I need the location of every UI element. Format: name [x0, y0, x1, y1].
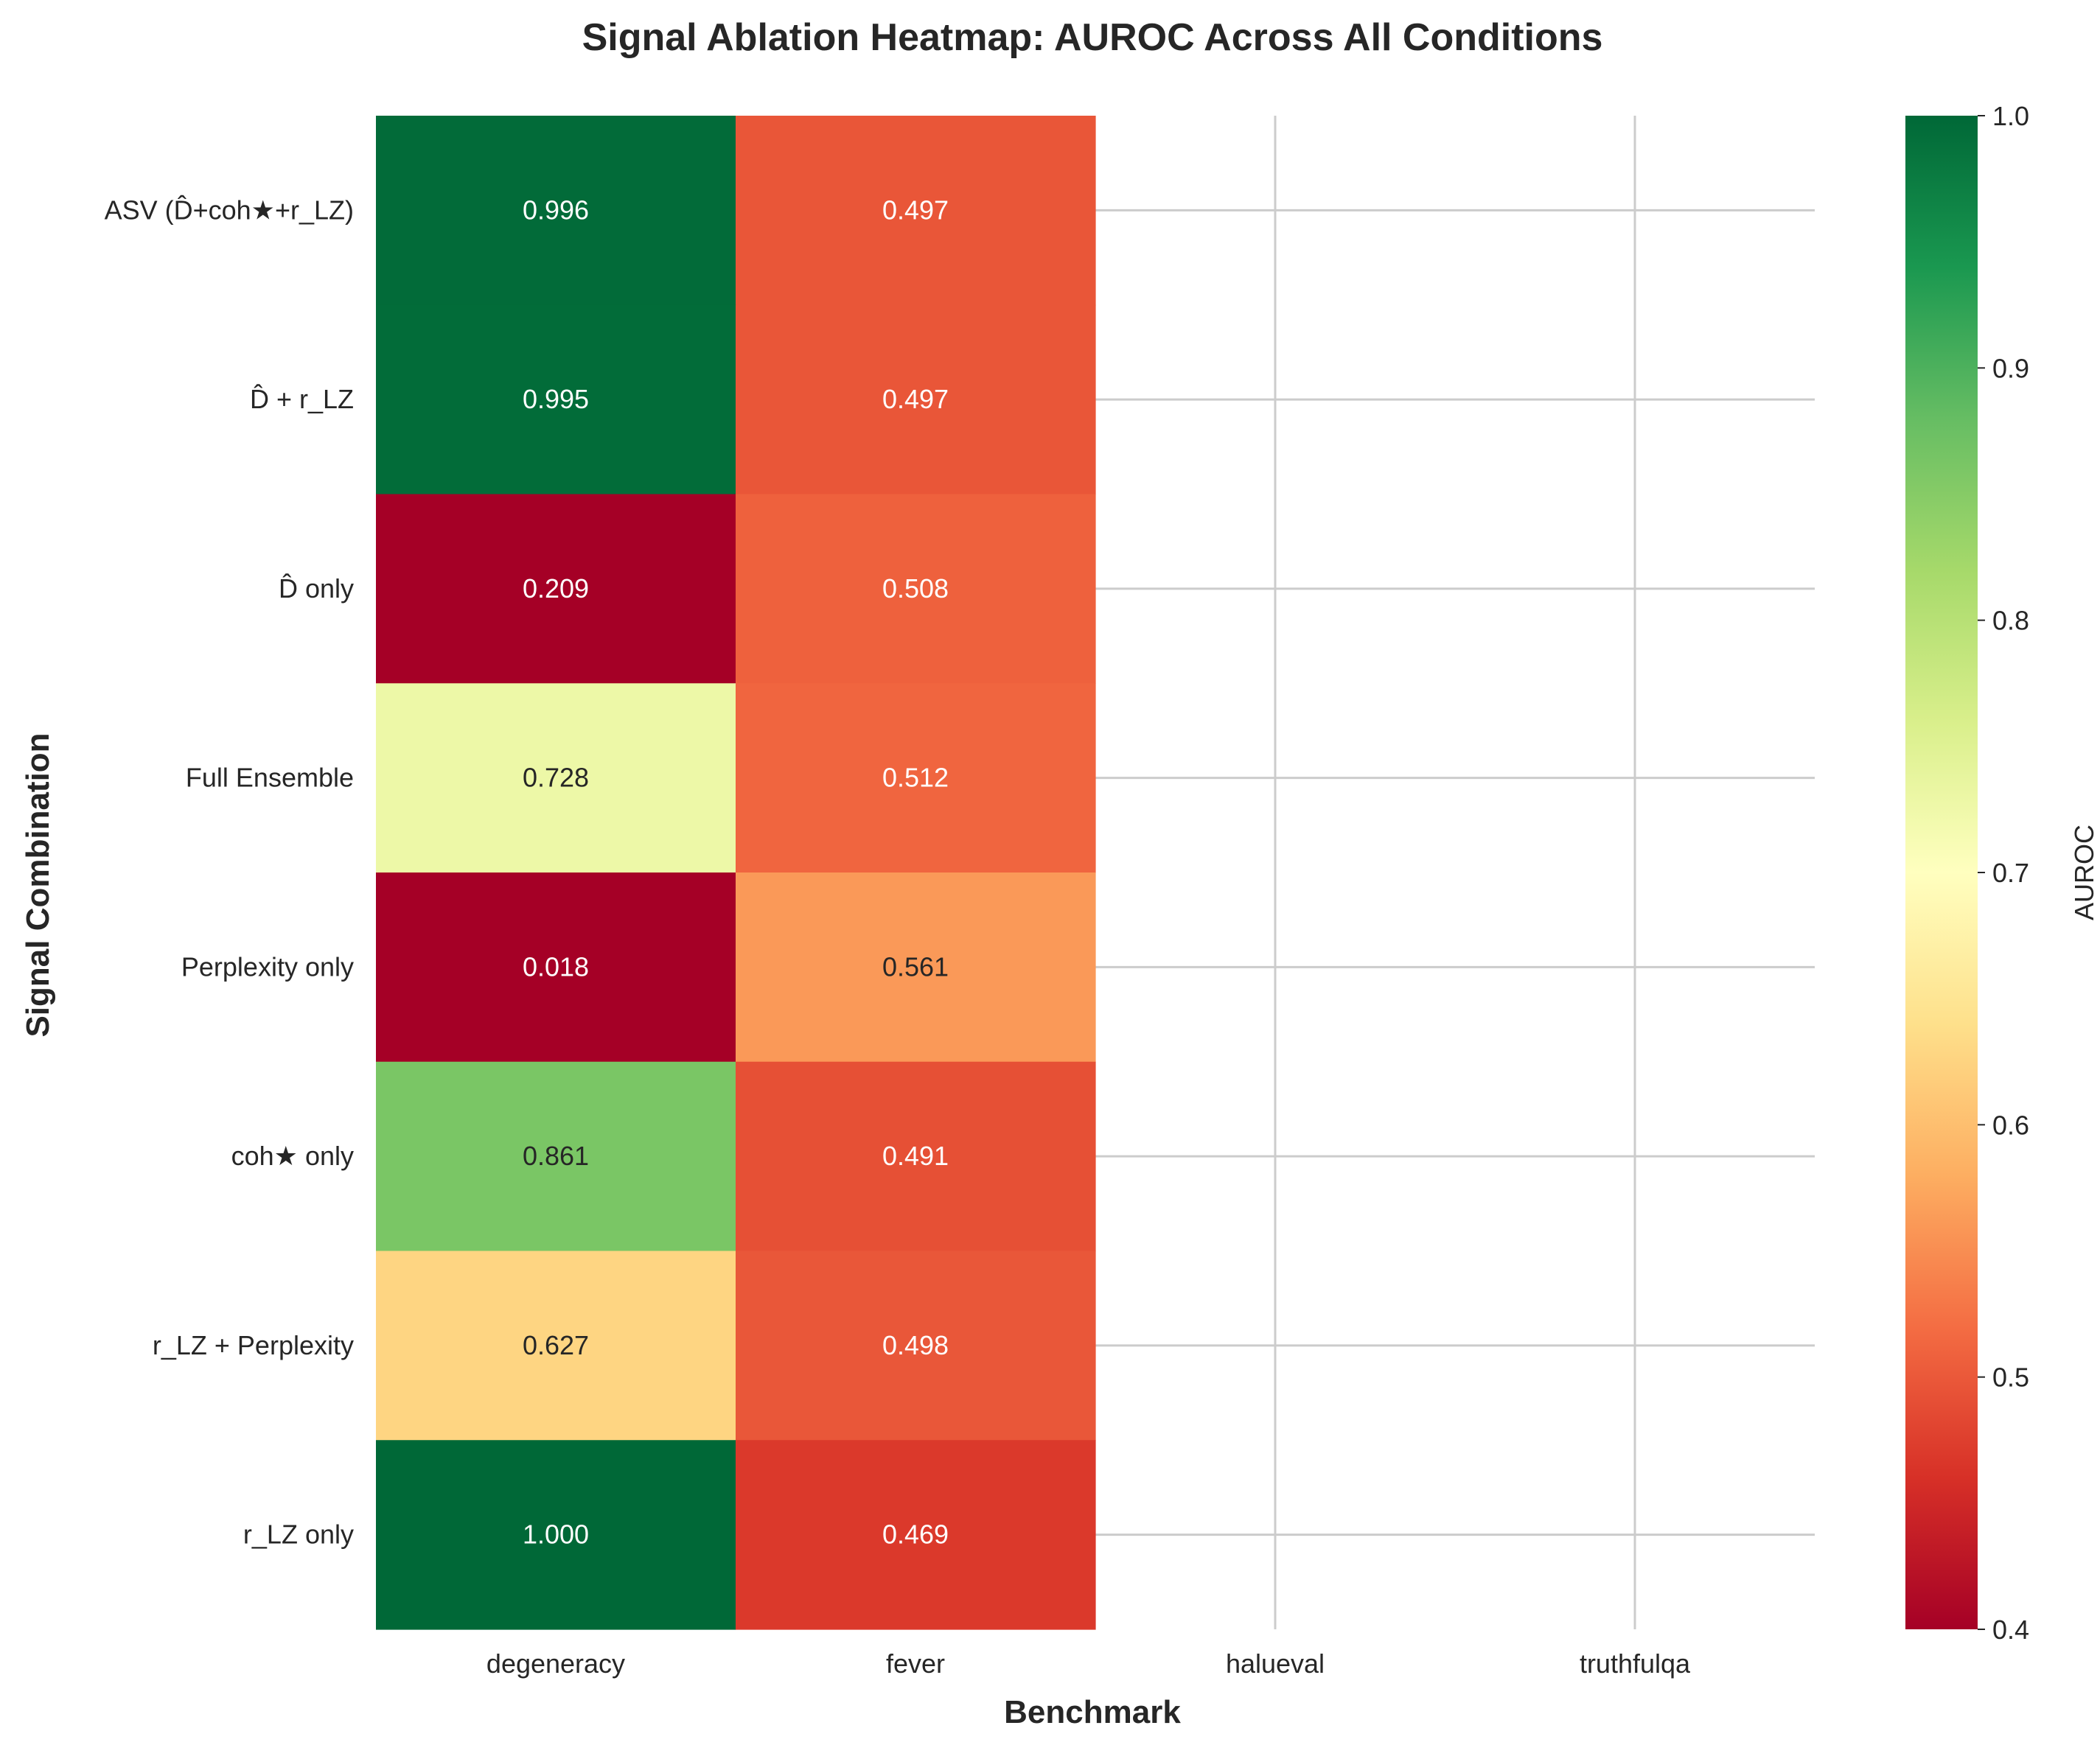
cell-value-label: 0.209	[523, 573, 589, 604]
y-tick-labels: ASV (D̂+coh★+r_LZ) D̂ + r_LZ D̂ only Full E…	[105, 194, 354, 1549]
heatmap-cell	[376, 116, 736, 306]
x-tick-label: truthfulqa	[1580, 1648, 1691, 1679]
heatmap-cell	[376, 494, 736, 684]
heatmap-cell	[376, 1440, 736, 1630]
y-axis-label: Signal Combination	[20, 732, 56, 1037]
colorbar-tick-label: 1.0	[1992, 101, 2029, 131]
cell-value-label: 0.561	[882, 951, 949, 982]
y-tick-label: D̂ only	[279, 573, 354, 604]
colorbar-tick-label: 0.6	[1992, 1110, 2029, 1140]
heatmap-cell	[736, 304, 1096, 495]
y-tick-label: coh★ only	[231, 1141, 354, 1171]
x-tick-label: degeneracy	[486, 1648, 625, 1679]
colorbar	[1905, 116, 1978, 1629]
heatmap-cell	[376, 1251, 736, 1441]
heatmap-cell	[736, 872, 1096, 1063]
cell-value-label: 0.861	[523, 1141, 589, 1171]
y-tick-label: Perplexity only	[181, 951, 354, 982]
cell-value-label: 0.018	[523, 951, 589, 982]
cell-value-label: 0.627	[523, 1330, 589, 1360]
colorbar-tick-label: 0.9	[1992, 353, 2029, 383]
colorbar-ticks: 0.4 0.5 0.6 0.7 0.8 0.9 1.0	[1978, 101, 2029, 1645]
x-tick-labels: degeneracy fever halueval truthfulqa	[486, 1648, 1691, 1679]
cell-value-label: 0.728	[523, 763, 589, 793]
colorbar-tick-label: 0.7	[1992, 858, 2029, 888]
heatmap-cell	[736, 1251, 1096, 1441]
cell-value-label: 0.491	[882, 1141, 949, 1171]
heatmap-cell-labels: 0.996 0.497 0.995 0.497 0.209 0.508 0.728 0.512…	[523, 195, 949, 1549]
cell-value-label: 0.996	[523, 195, 589, 225]
heatmap-cell	[376, 304, 736, 495]
cell-value-label: 0.497	[882, 195, 949, 225]
heatmap-cell	[376, 1061, 736, 1252]
y-tick-label: r_LZ only	[243, 1520, 354, 1550]
heatmap-cell	[736, 116, 1096, 306]
cell-value-label: 0.469	[882, 1520, 949, 1550]
heatmap-cell	[376, 872, 736, 1063]
heatmap-cell	[736, 494, 1096, 684]
colorbar-tick-label: 0.4	[1992, 1615, 2029, 1645]
heatmap-cell	[736, 683, 1096, 873]
chart-title: Signal Ablation Heatmap: AUROC Across Al…	[582, 16, 1603, 59]
y-tick-label: ASV (D̂+coh★+r_LZ)	[105, 194, 354, 225]
cell-value-label: 1.000	[523, 1520, 589, 1550]
heatmap-cells	[376, 116, 1096, 1630]
y-tick-label: r_LZ + Perplexity	[153, 1330, 354, 1360]
cell-value-label: 0.512	[882, 763, 949, 793]
heatmap-cell	[376, 683, 736, 873]
colorbar-tick-label: 0.5	[1992, 1363, 2029, 1393]
heatmap-cell	[736, 1061, 1096, 1252]
colorbar-tick-label: 0.8	[1992, 606, 2029, 636]
cell-value-label: 0.995	[523, 384, 589, 414]
cell-value-label: 0.508	[882, 573, 949, 604]
x-tick-label: fever	[886, 1648, 945, 1679]
y-tick-label: Full Ensemble	[186, 763, 354, 793]
x-tick-label: halueval	[1226, 1648, 1325, 1679]
cell-value-label: 0.498	[882, 1330, 949, 1360]
colorbar-label: AUROC	[2069, 825, 2099, 920]
cell-value-label: 0.497	[882, 384, 949, 414]
x-axis-label: Benchmark	[1004, 1694, 1181, 1730]
heatmap-cell	[736, 1440, 1096, 1630]
y-tick-label: D̂ + r_LZ	[250, 383, 354, 414]
